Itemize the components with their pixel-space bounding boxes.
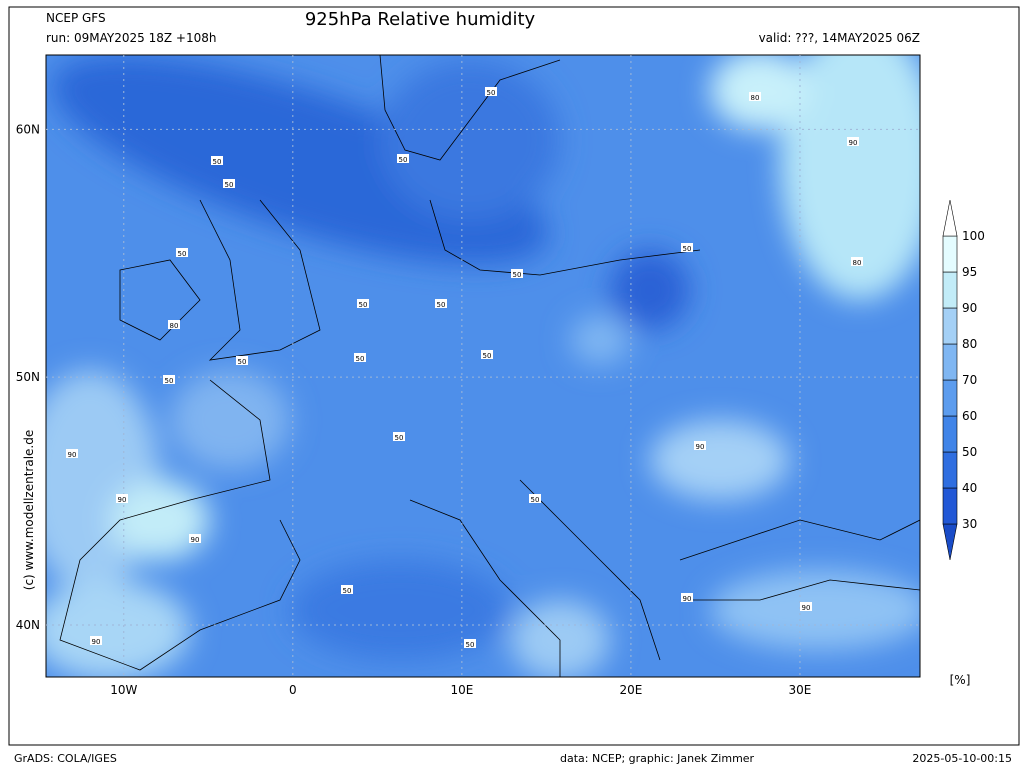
model: NCEP GFS	[46, 11, 106, 25]
contour-label-bg	[435, 299, 447, 308]
contour-label-bg	[681, 593, 693, 602]
colorbar-label: 70	[962, 373, 977, 387]
contour-label-bg	[189, 534, 201, 543]
colorbar-label: 40	[962, 481, 977, 495]
x-tick-label: 10E	[450, 683, 473, 697]
contour-label: 50	[213, 158, 222, 166]
contour-label: 80	[170, 322, 179, 330]
contour-label: 90	[191, 536, 200, 544]
map-border	[45, 54, 921, 678]
colorbar-box	[942, 415, 958, 453]
colorbar-label: 100	[962, 229, 985, 243]
x-tick-label: 20E	[619, 683, 642, 697]
contour-label-bg	[464, 639, 476, 648]
colorbar-low	[942, 523, 958, 561]
colorbar-label: 90	[962, 301, 977, 315]
colorbar-box	[942, 487, 958, 525]
contour-label-bg	[393, 432, 405, 441]
colorbar-box	[942, 451, 958, 489]
unit: [%]	[950, 673, 971, 687]
contour-label-bg	[357, 299, 369, 308]
credit: (c) www.modellzentrale.de	[22, 430, 36, 590]
contour-label: 50	[356, 355, 365, 363]
y-tick-label: 50N	[16, 370, 40, 384]
contour-label-bg	[529, 494, 541, 503]
colorbar-high	[942, 199, 958, 237]
contour-label-bg	[511, 269, 523, 278]
contour-label: 50	[238, 358, 247, 366]
humidity-areas	[46, 55, 920, 677]
contour-label-bg	[749, 92, 761, 101]
contour-label: 50	[165, 377, 174, 385]
contour-label-bg	[851, 257, 863, 266]
contour-label-bg	[163, 375, 175, 384]
software: GrADS: COLA/IGES	[14, 752, 117, 765]
x-tick-label: 10W	[110, 683, 137, 697]
contour-label: 50	[683, 245, 692, 253]
map-field	[46, 55, 920, 677]
contour-label: 50	[225, 181, 234, 189]
colorbar-label: 80	[962, 337, 977, 351]
contour-label: 90	[118, 496, 127, 504]
colorbar-label: 50	[962, 445, 977, 459]
contour-label: 50	[395, 434, 404, 442]
contour-label: 50	[359, 301, 368, 309]
contour-label: 50	[178, 250, 187, 258]
contour-label-bg	[397, 154, 409, 163]
contour-label: 50	[466, 641, 475, 649]
contour-label-bg	[485, 87, 497, 96]
source: data: NCEP; graphic: Janek Zimmer	[560, 752, 755, 765]
valid: valid: ???, 14MAY2025 06Z	[759, 31, 920, 45]
contour-label: 90	[92, 638, 101, 646]
y-tick-label: 40N	[16, 618, 40, 632]
contour-label: 80	[853, 259, 862, 267]
contour-label-bg	[90, 636, 102, 645]
colorbar-box	[942, 379, 958, 417]
colorbar-box	[942, 271, 958, 309]
run: run: 09MAY2025 18Z +108h	[46, 31, 216, 45]
contour-label: 50	[531, 496, 540, 504]
contour-label: 50	[343, 587, 352, 595]
contour-label-bg	[354, 353, 366, 362]
contour-label-bg	[211, 156, 223, 165]
contour-label: 50	[399, 156, 408, 164]
x-tick-label: 0	[289, 683, 297, 697]
contour-label-bg	[236, 356, 248, 365]
colorbar-box	[942, 343, 958, 381]
colorbar-box	[942, 235, 958, 273]
contour-label-bg	[481, 350, 493, 359]
contour-label: 90	[849, 139, 858, 147]
contour-label-bg	[116, 494, 128, 503]
contour-label-bg	[66, 449, 78, 458]
contour-label: 90	[696, 443, 705, 451]
contour-label: 50	[483, 352, 492, 360]
contour-label-bg	[168, 320, 180, 329]
contour-label-bg	[223, 179, 235, 188]
contour-label: 50	[437, 301, 446, 309]
contour-label-bg	[176, 248, 188, 257]
contour-label: 90	[802, 604, 811, 612]
timestamp: 2025-05-10-00:15	[912, 752, 1012, 765]
contour-label: 90	[68, 451, 77, 459]
colorbar-label: 60	[962, 409, 977, 423]
y-tick-label: 60N	[16, 122, 40, 136]
contour-label: 90	[683, 595, 692, 603]
title: 925hPa Relative humidity	[305, 9, 536, 30]
contour-label-bg	[694, 441, 706, 450]
contour-label-bg	[847, 137, 859, 146]
contour-label: 50	[487, 89, 496, 97]
contour-label: 50	[513, 271, 522, 279]
contour-label-bg	[341, 585, 353, 594]
colorbar-box	[942, 307, 958, 345]
colorbar-label: 30	[962, 517, 977, 531]
colorbar-label: 95	[962, 265, 977, 279]
contour-label-bg	[800, 602, 812, 611]
contour-label-bg	[681, 243, 693, 252]
contour-label: 80	[751, 94, 760, 102]
x-tick-label: 30E	[789, 683, 812, 697]
frame	[8, 6, 1020, 746]
